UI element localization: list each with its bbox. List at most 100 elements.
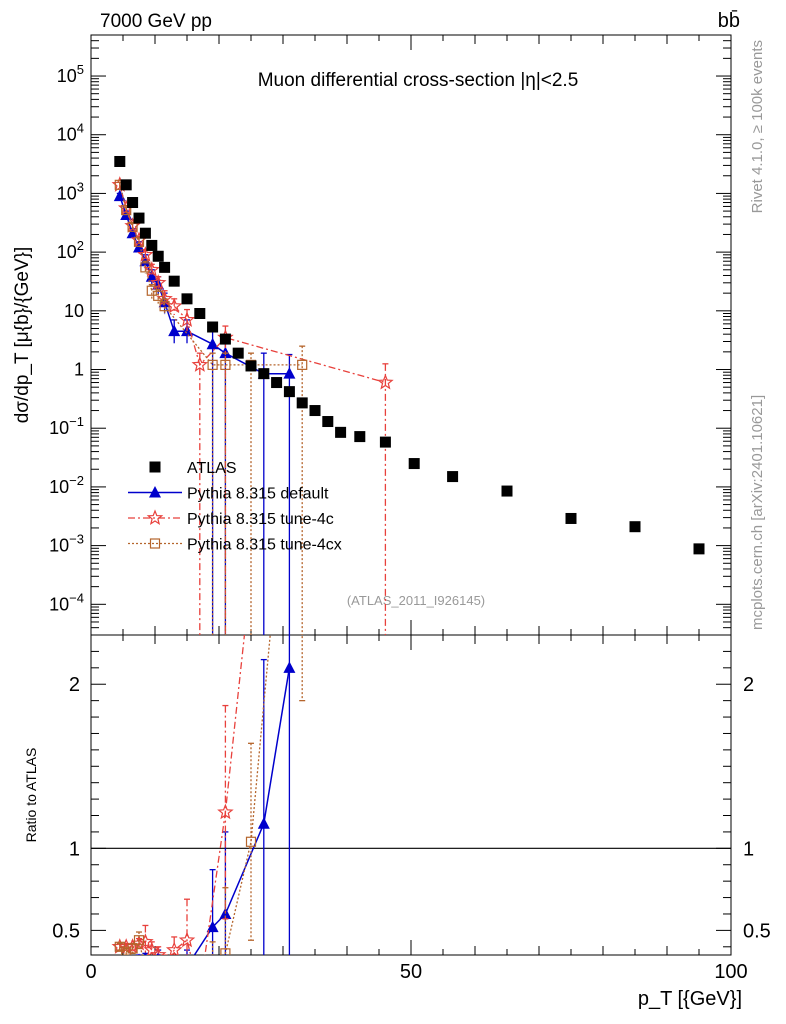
atlas-data-point (159, 261, 171, 273)
pythia-8-315-tune-4c-ratio-point (137, 933, 154, 949)
pythia-8-315-default-line (119, 195, 290, 375)
y-tick-label: 104 (57, 121, 84, 145)
pythia-8-315-tune-4c-point (137, 246, 154, 262)
legend-marker-pythia-8-315-tune-4cx (149, 538, 161, 549)
pythia-8-315-tune-4cx-ratio-line (119, 635, 271, 955)
y-tick-label: 1 (74, 360, 84, 380)
pythia-8-315-default-ratio-point (146, 958, 158, 970)
rivet-label: Rivet 4.1.0, ≥ 100k events (749, 40, 766, 213)
atlas-data-point (245, 360, 257, 372)
atlas-data-point (181, 293, 193, 305)
pythia-8-315-tune-4cx-line (119, 184, 303, 366)
pythia-8-315-default-ratio-point (143, 951, 148, 955)
pythia-8-315-tune-4cx-point (127, 221, 138, 232)
legend-marker-pythia-8-315-default (149, 486, 161, 498)
atlas-data-point (219, 333, 231, 345)
pythia-8-315-tune-4cx-ratio-point (147, 980, 156, 989)
ratio-tick-label-right: 0.5 (743, 920, 771, 942)
atlas-data-point (283, 386, 295, 398)
axis-ticks: 10−4 10−3 10−2 10−1 1 10 102 103 104 105 0 50 100 0.5… (49, 34, 771, 983)
atlas-data-point (207, 321, 219, 333)
x-tick-label: 50 (400, 961, 422, 983)
pythia-8-315-tune-4cx-ratio-point (245, 836, 257, 847)
pythia-8-315-tune-4c-point (377, 373, 394, 390)
pythia-8-315-tune-4cx-point (220, 359, 231, 370)
atlas-data-point (408, 458, 420, 470)
legend-label-pythia-8-315-tune-4c: Pythia 8.315 tune-4c (187, 511, 334, 528)
y-tick-label: 103 (57, 179, 84, 203)
ratio-tick-label-right: 2 (743, 674, 754, 696)
pythia-8-315-tune-4c-ratio-point (193, 984, 206, 997)
legend: ATLAS Pythia 8.315 default Pythia 8.315 tu… (128, 460, 342, 554)
pythia-8-315-tune-4cx-point (133, 236, 145, 247)
atlas-data-point (693, 543, 705, 555)
ratio-plot-frame (90, 634, 732, 956)
atlas-data-point (565, 512, 577, 524)
pythia-8-315-tune-4cx-point (207, 359, 218, 370)
pythia-8-315-tune-4cx-ratio-point (220, 948, 231, 955)
atlas-data-point (271, 377, 283, 389)
y-tick-label: 10−4 (49, 590, 84, 614)
pythia-8-315-tune-4c-point (143, 261, 161, 277)
atlas-data-point (133, 212, 145, 224)
y-tick-label: 10−2 (49, 473, 84, 497)
process-label: bb̄ (718, 9, 740, 32)
ratio-tick-label-left: 0.5 (52, 920, 80, 942)
y-tick-label: 10−1 (49, 414, 84, 438)
pythia-8-315-default-ratio-point (257, 817, 270, 829)
pythia-8-315-tune-4c-ratio-point (178, 931, 196, 948)
pythia-8-315-tune-4c-point (149, 274, 167, 290)
legend-label-pythia-8-315-default: Pythia 8.315 default (187, 486, 329, 503)
pythia-8-315-default-ratio-point (159, 965, 171, 977)
atlas-data-point (354, 431, 366, 443)
analysis-label: (ATLAS_2011_I926145) (347, 593, 485, 608)
pythia-8-315-default-point (283, 367, 296, 379)
pythia-8-315-default-point (168, 324, 181, 337)
pythia-8-315-default-ratio-point (168, 983, 180, 995)
legend-label-atlas: ATLAS (187, 460, 237, 477)
atlas-data-point (146, 239, 158, 251)
pythia-8-315-default-point (145, 270, 158, 282)
pythia-8-315-default-ratio-point (127, 957, 139, 969)
atlas-data-point (258, 368, 270, 380)
pythia-8-315-tune-4cx-point (159, 301, 170, 312)
pythia-8-315-tune-4cx-ratio-point (133, 935, 145, 946)
pythia-8-315-default-point (206, 337, 219, 350)
ratio-tick-label-left: 2 (69, 674, 80, 696)
pythia-8-315-default-ratio-point (114, 963, 126, 975)
y-tick-label: 102 (57, 238, 84, 262)
energy-label: 7000 GeV pp (100, 11, 212, 32)
pythia-8-315-tune-4cx-ratio-point (208, 970, 217, 979)
atlas-data-point (127, 197, 139, 209)
pythia-8-315-tune-4cx-point (140, 262, 151, 273)
pythia-8-315-tune-4cx-point (121, 204, 132, 216)
plot-title: Muon differential cross-section |η|<2.5 (258, 70, 579, 91)
pythia-8-315-tune-4cx-point (146, 285, 157, 296)
atlas-data-point (296, 397, 308, 409)
pythia-8-315-tune-4cx-ratio-point (121, 946, 132, 955)
x-tick-label: 0 (85, 961, 96, 983)
atlas-data-point (152, 250, 164, 262)
atlas-data-point (379, 436, 391, 448)
pythia-8-315-tune-4c-ratio-point (217, 803, 234, 820)
y-tick-label: 10−3 (49, 532, 84, 556)
x-axis-label: p_T [{GeV}] (638, 988, 742, 1010)
mcplots-label: mcplots.cern.ch [arXiv:2401.10621] (749, 395, 766, 630)
atlas-data-point (168, 275, 180, 287)
y-tick-label: 10 (64, 301, 84, 321)
pythia-8-315-tune-4cx-ratio-point (298, 286, 307, 295)
legend-label-pythia-8-315-tune-4cx: Pythia 8.315 tune-4cx (187, 537, 342, 554)
pythia-8-315-tune-4cx-ratio-point (160, 972, 169, 981)
main-plot-area (111, 155, 705, 635)
atlas-data-point (629, 521, 641, 533)
atlas-data-point (139, 227, 151, 239)
atlas-data-point (194, 308, 206, 320)
pythia-8-315-default-ratio-point (283, 661, 296, 673)
pythia-8-315-tune-4c-point (191, 356, 209, 372)
pythia-8-315-tune-4c-ratio-point (165, 941, 183, 955)
ratio-plot-area (111, 286, 307, 997)
atlas-data-point (447, 471, 459, 483)
pythia-8-315-tune-4cx-point (153, 290, 164, 301)
pythia-8-315-tune-4cx-ratio-point (154, 973, 163, 982)
y-tick-label: 105 (57, 62, 84, 86)
